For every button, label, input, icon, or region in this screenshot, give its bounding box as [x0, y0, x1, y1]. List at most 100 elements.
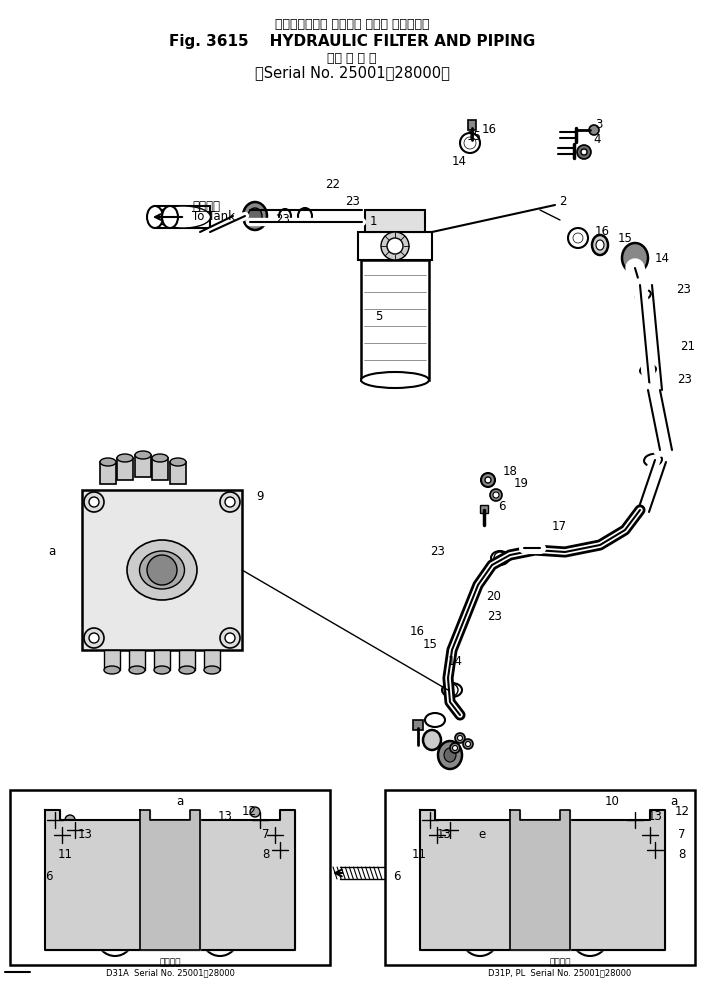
Circle shape [577, 145, 591, 159]
Polygon shape [140, 810, 200, 950]
Text: 適用号機: 適用号機 [159, 958, 181, 967]
Ellipse shape [152, 454, 168, 462]
Text: 6: 6 [45, 870, 53, 883]
Text: 22: 22 [325, 178, 340, 191]
Text: a: a [670, 795, 677, 808]
Ellipse shape [170, 458, 186, 466]
Bar [204, 650, 220, 670]
Text: 13: 13 [78, 828, 93, 841]
Circle shape [202, 920, 238, 956]
Text: （Serial No. 25001～28000）: （Serial No. 25001～28000） [255, 65, 449, 80]
Text: 13: 13 [437, 828, 452, 841]
Circle shape [573, 233, 583, 243]
Circle shape [460, 133, 480, 153]
Circle shape [589, 125, 599, 135]
Circle shape [250, 807, 260, 817]
Circle shape [84, 628, 104, 648]
Circle shape [107, 930, 123, 946]
Text: To Tank: To Tank [192, 210, 235, 223]
Circle shape [494, 552, 506, 564]
Ellipse shape [644, 454, 662, 466]
Text: 13: 13 [218, 810, 233, 823]
Text: Fig. 3615    HYDRAULIC FILTER AND PIPING: Fig. 3615 HYDRAULIC FILTER AND PIPING [169, 34, 535, 49]
Circle shape [485, 477, 491, 483]
Bar [104, 650, 120, 670]
Circle shape [458, 735, 463, 741]
Circle shape [455, 733, 465, 743]
Circle shape [65, 815, 75, 825]
Circle shape [472, 930, 488, 946]
Ellipse shape [248, 208, 262, 224]
Circle shape [212, 930, 228, 946]
Ellipse shape [162, 206, 178, 228]
Text: 16: 16 [595, 225, 610, 238]
Text: 20: 20 [486, 590, 501, 603]
Ellipse shape [425, 713, 445, 727]
Bar [155, 206, 210, 228]
Text: ハイドロリック フイルタ および パイピング: ハイドロリック フイルタ および パイピング [275, 18, 429, 31]
Circle shape [450, 743, 460, 753]
Circle shape [572, 920, 608, 956]
Circle shape [273, 835, 283, 845]
Text: 16: 16 [482, 123, 497, 136]
Ellipse shape [104, 666, 120, 674]
Text: 23: 23 [676, 283, 691, 296]
Ellipse shape [640, 365, 656, 375]
Circle shape [462, 920, 498, 956]
Circle shape [84, 492, 104, 512]
Circle shape [147, 555, 177, 585]
Circle shape [453, 746, 458, 751]
Text: 9: 9 [256, 490, 263, 503]
Text: （適 用 号 機: （適 用 号 機 [327, 52, 377, 65]
Ellipse shape [491, 551, 509, 565]
Ellipse shape [361, 372, 429, 388]
Circle shape [463, 739, 473, 749]
Text: 3: 3 [595, 118, 603, 131]
Text: タンクへ: タンクへ [192, 200, 220, 213]
Circle shape [387, 238, 403, 254]
Bar [358, 232, 432, 260]
Bar [361, 260, 429, 380]
Bar [10, 790, 330, 965]
Bar [468, 120, 476, 130]
Text: 12: 12 [675, 805, 690, 818]
Ellipse shape [135, 451, 151, 459]
Text: 15: 15 [467, 130, 482, 143]
Bar [152, 458, 168, 480]
Ellipse shape [622, 243, 648, 273]
Text: 4: 4 [593, 133, 601, 146]
Bar [135, 455, 151, 477]
Text: 23: 23 [430, 545, 445, 558]
Text: D31P, PL  Serial No. 25001～28000: D31P, PL Serial No. 25001～28000 [489, 968, 631, 977]
Ellipse shape [129, 666, 145, 674]
Text: 14: 14 [448, 655, 463, 668]
Ellipse shape [279, 209, 291, 223]
Text: 適用号機: 適用号機 [549, 958, 571, 967]
Bar [129, 650, 145, 670]
Bar [385, 790, 695, 965]
Circle shape [582, 930, 598, 946]
Circle shape [220, 628, 240, 648]
Text: 6: 6 [393, 870, 401, 883]
Text: 14: 14 [655, 252, 670, 265]
Text: 10: 10 [605, 795, 620, 808]
Circle shape [581, 149, 587, 155]
Ellipse shape [204, 666, 220, 674]
Circle shape [481, 473, 495, 487]
Ellipse shape [147, 206, 163, 228]
Ellipse shape [592, 235, 608, 255]
Text: D31A  Serial No. 25001～28000: D31A Serial No. 25001～28000 [106, 968, 234, 977]
Ellipse shape [179, 666, 195, 674]
Text: 15: 15 [423, 638, 438, 651]
Circle shape [97, 920, 133, 956]
Circle shape [225, 633, 235, 643]
Text: e: e [478, 828, 485, 841]
Bar [413, 720, 423, 730]
Circle shape [89, 633, 99, 643]
Circle shape [446, 684, 458, 696]
Bar [170, 462, 186, 484]
Ellipse shape [423, 730, 441, 750]
Ellipse shape [100, 458, 116, 466]
Text: 12: 12 [242, 805, 257, 818]
Bar [365, 210, 425, 232]
